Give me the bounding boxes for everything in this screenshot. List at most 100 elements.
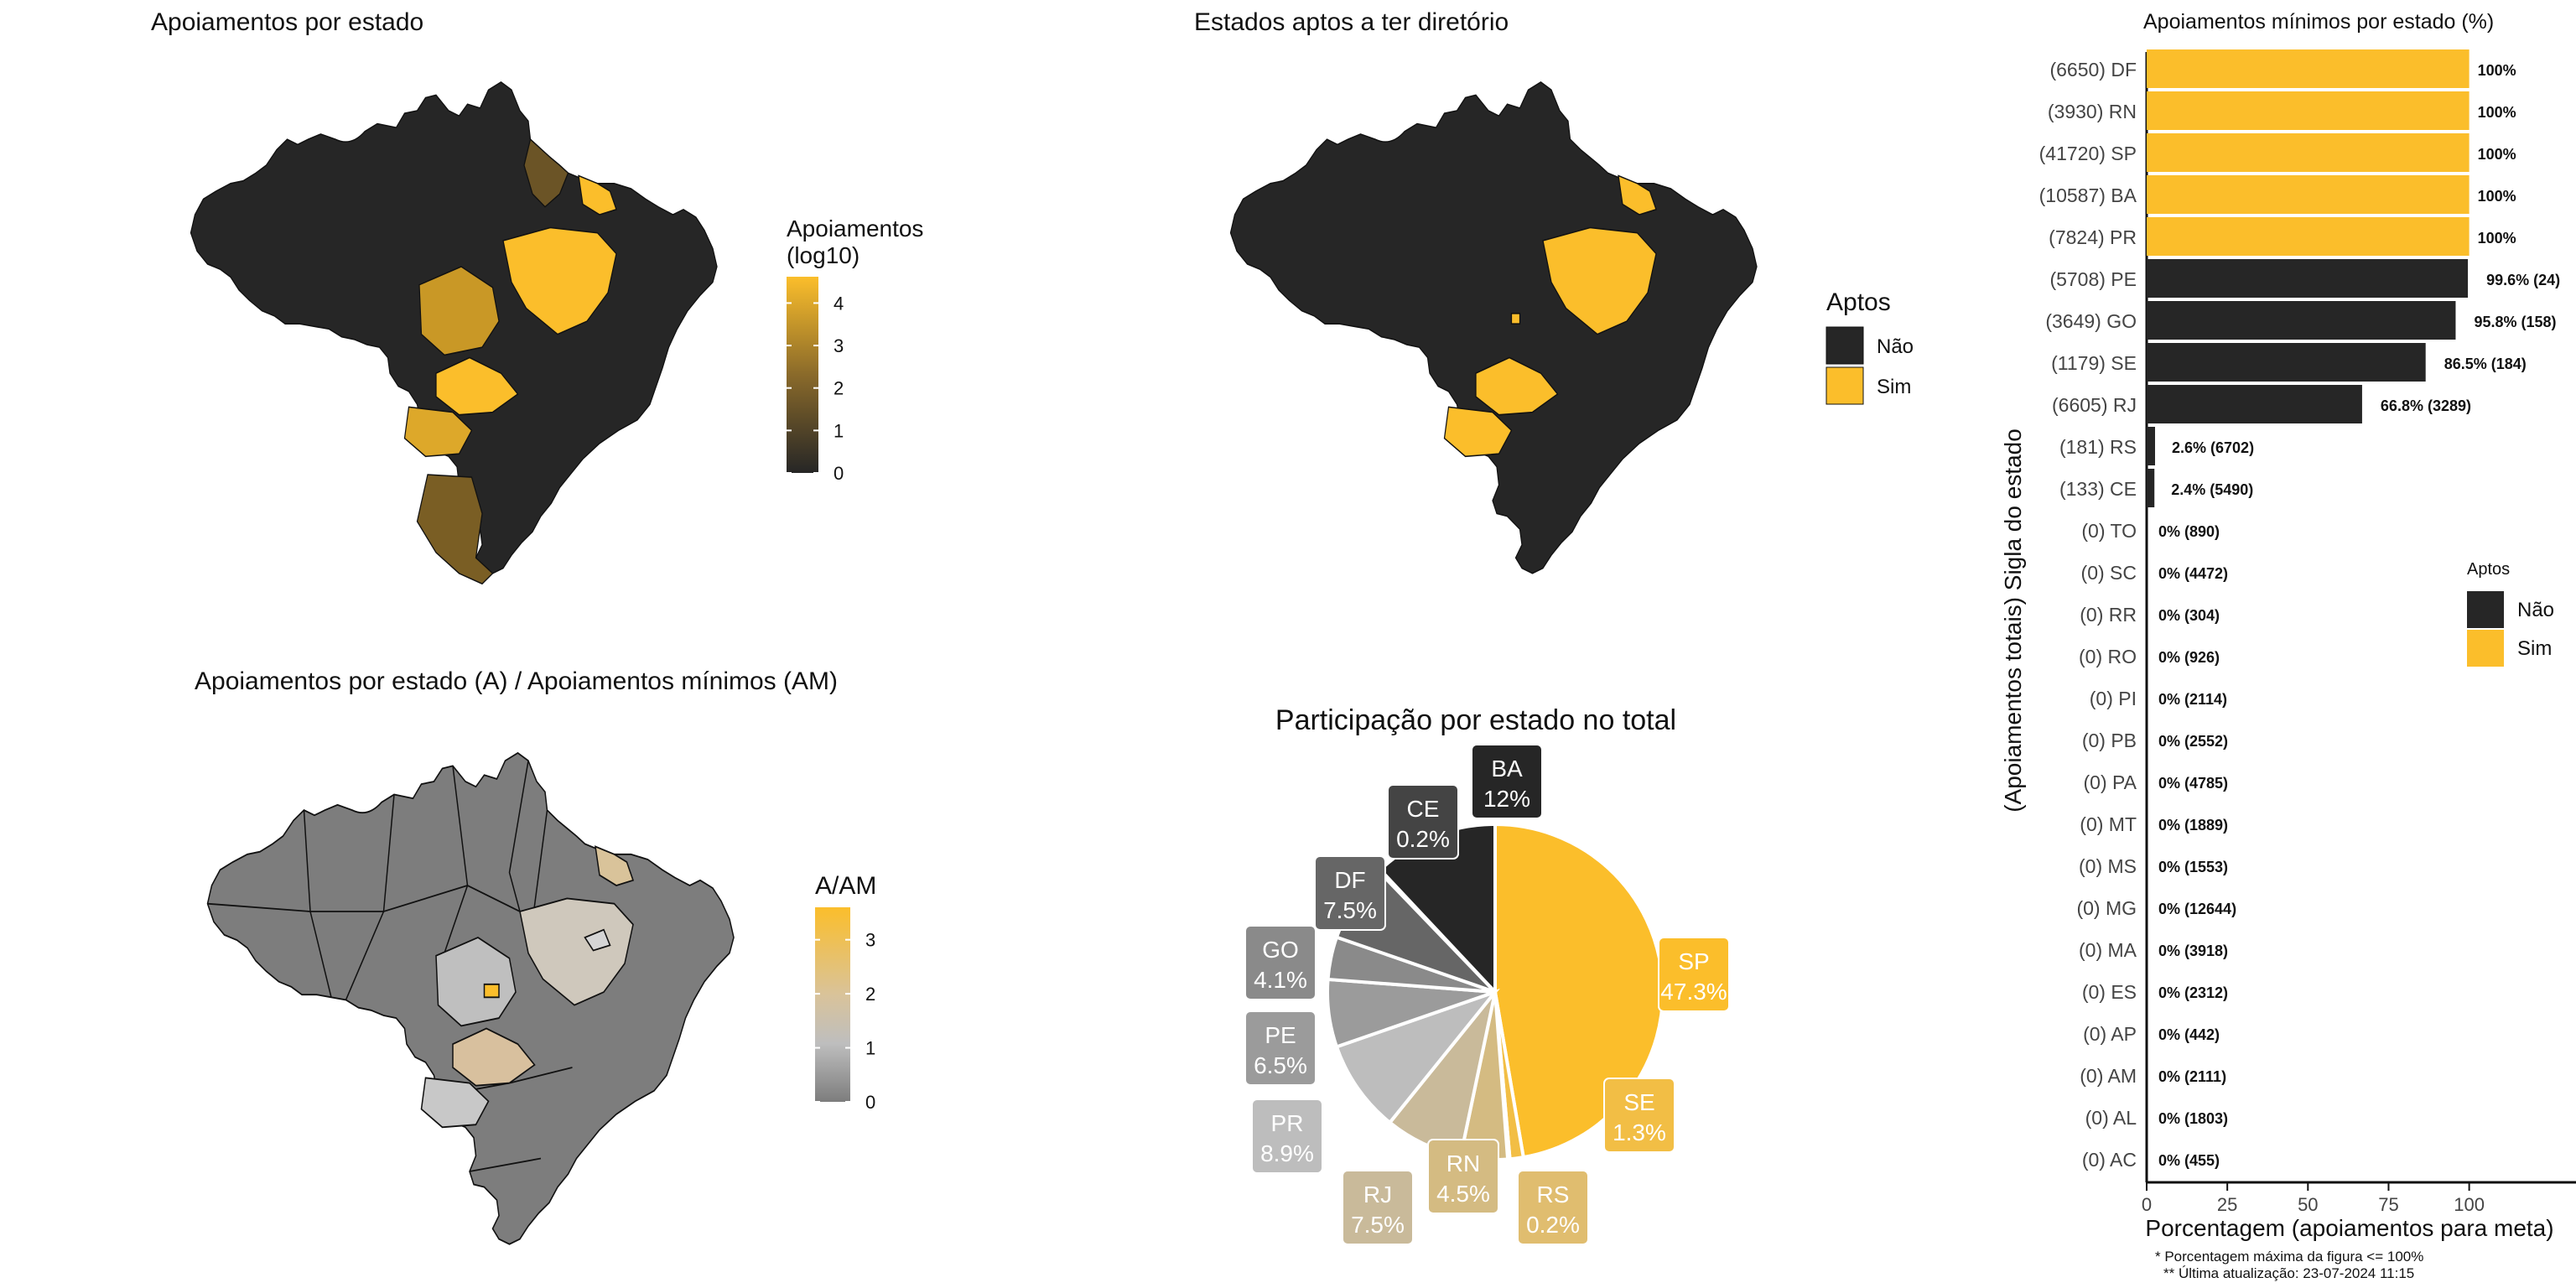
pie-label-state: PE [1265,1022,1296,1048]
bar-category-label: (10587) BA [2039,184,2137,206]
map2-legend-swatch [1826,366,1864,405]
bar-category-label: (41720) SP [2039,143,2137,164]
bar-category-label: (0) MA [2079,939,2137,961]
bar-category-label: (3649) GO [2045,310,2137,332]
bar [2147,49,2470,88]
bar-value-label: 2.6% (6702) [2172,439,2254,456]
map3-state-fill [584,928,611,952]
bar [2147,385,2362,423]
bar-x-tick: 0 [2142,1194,2152,1215]
bar-category-label: (133) CE [2059,478,2137,500]
bar-category-label: (0) SC [2081,562,2137,584]
pie-label-state: SE [1623,1089,1654,1115]
bar-legend-label: Sim [2517,637,2552,660]
bar-legend-title: Aptos [2467,560,2510,579]
map-apoiamentos: Apoiamentos por estado Apoiamentos(log10)… [151,8,923,585]
bar-value-label: 0% (926) [2158,649,2220,666]
bar-footnote-2: ** Última atualização: 23-07-2024 11:15 [2163,1265,2414,1281]
map3-title: Apoiamentos por estado (A) / Apoiamentos… [195,667,838,695]
pie-label-pct: 0.2% [1526,1212,1580,1238]
pie-label-sp: SP 47.3% [1658,937,1730,1012]
bar-value-label: 0% (442) [2158,1026,2220,1043]
pie-title: Participação por estado no total [1275,704,1676,736]
map3-state-fill [519,897,634,1006]
bar-value-label: 0% (12644) [2158,901,2236,917]
bar-category-label: (0) RR [2080,604,2137,626]
pie-label-rs: RS 0.2% [1517,1170,1589,1245]
bar-category-label: (0) AP [2083,1023,2137,1045]
map1-state-fill [435,356,519,416]
pie-label-se: SE 1.3% [1603,1078,1675,1153]
bar-legend-swatch [2467,630,2504,667]
map2-state-fill [1475,356,1559,416]
pie-label-rj: RJ 7.5% [1342,1170,1414,1245]
bar-category-label: (6605) RJ [2052,394,2137,416]
map2-title: Estados aptos a ter diretório [1194,8,1509,36]
pie-label-state: RJ [1363,1182,1392,1208]
map1-legend-tick: 0 [834,463,844,484]
bar-value-label: 0% (3918) [2158,943,2228,959]
bar [2147,217,2470,256]
bar [2147,427,2155,465]
pie-label-pct: 6.5% [1254,1052,1307,1078]
pie-label-ba: BA 12% [1471,744,1543,819]
map3-state-fill [452,1027,536,1087]
bar [2147,133,2470,172]
bar-category-label: (7824) PR [2049,226,2137,248]
pie-label-pct: 8.9% [1260,1140,1314,1166]
bar-category-label: (5708) PE [2049,268,2137,290]
bar-value-label: 0% (1553) [2158,859,2228,875]
map2-state-fill [1618,174,1657,216]
pie-label-pe: PE 6.5% [1244,1010,1317,1086]
pie-label-pct: 4.1% [1254,967,1307,993]
map1-state-fill [416,474,494,585]
map2-legend-label: Sim [1877,376,1911,398]
map3-state-fill [435,936,517,1027]
bar-chart: Apoiamentos mínimos por estado (%) (6650)… [2000,10,2576,1281]
pie-label-pct: 7.5% [1351,1212,1405,1238]
bar-value-label: 0% (890) [2158,523,2220,540]
map1-state-fill [418,266,500,356]
pie-label-go: GO 4.1% [1244,925,1317,1000]
pie-label-state: PR [1271,1110,1304,1136]
map1-state-fill [578,174,617,216]
bar [2147,175,2470,214]
map1-brazil-shape [190,81,718,585]
bar-value-label: 86.5% (184) [2444,356,2527,372]
map3-legend-colorbar [815,907,850,1102]
map3-state-fill [420,1077,490,1129]
pie-label-state: SP [1678,948,1709,974]
map3-brazil-shape [206,751,735,1245]
bar [2147,259,2469,298]
bar-category-label: (0) MS [2079,855,2137,877]
pie-label-pct: 47.3% [1660,979,1727,1005]
bar [2147,91,2470,130]
bar-category-label: (0) AM [2080,1065,2137,1087]
bar-chart-title: Apoiamentos mínimos por estado (%) [2143,10,2494,34]
bar-value-label: 66.8% (3289) [2381,397,2471,414]
bar [2147,469,2155,507]
map1-state-fill [403,406,473,458]
bar-x-label: Porcentagem (apoiamentos para meta) [2145,1215,2553,1241]
pie-label-state: BA [1491,756,1523,782]
pie-slice-pr [1334,988,1500,1125]
bar-value-label: 95.8% (158) [2474,314,2556,330]
map2-state-fill [1542,226,1657,335]
bar-category-label: (1179) SE [2051,352,2137,374]
map3-legend-tick: 2 [865,984,875,1005]
pie-label-pct: 0.2% [1396,826,1450,852]
pie-label-ce: CE 0.2% [1387,784,1459,860]
map3-state-fill [595,845,635,886]
bar-x-tick: 100 [2454,1194,2485,1215]
bar [2147,301,2456,340]
map3-legend-tick: 3 [865,930,875,951]
bar-value-label: 0% (4472) [2158,565,2228,582]
bar-x-tick: 25 [2217,1194,2237,1215]
map2-legend-title: Aptos [1826,288,1891,316]
bar-value-label: 100% [2478,188,2516,205]
map1-state-fill [502,226,617,335]
bar-value-label: 100% [2478,230,2516,247]
bar-value-label: 0% (1889) [2158,817,2228,834]
bar-legend-swatch [2467,591,2504,628]
bar-category-label: (0) RO [2079,646,2137,667]
